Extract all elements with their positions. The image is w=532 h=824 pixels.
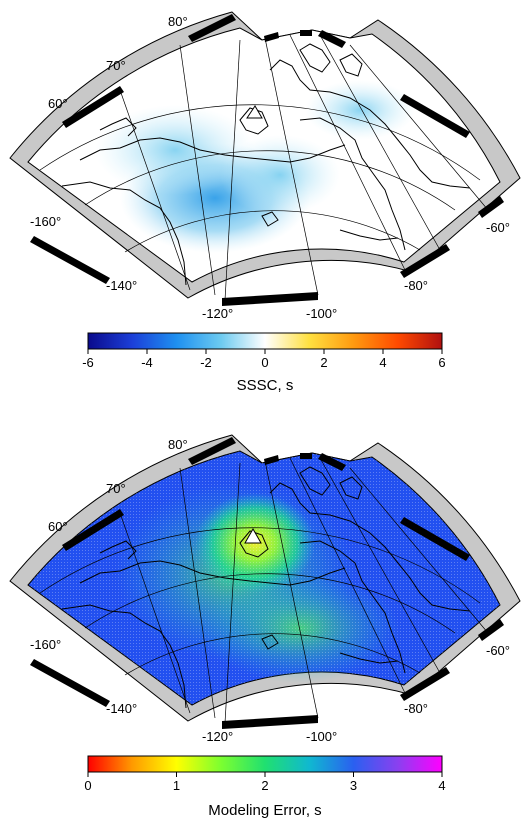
colorbar-tick-label: 0 <box>261 355 268 370</box>
colorbar-scale-top <box>87 332 443 350</box>
lon-label-120: -120° <box>202 306 233 321</box>
coastlines-top <box>61 43 471 286</box>
top-map-labels: 60° 70° 80° -160° -140° -120° -100° -80°… <box>30 14 510 321</box>
lon-label-60: -60° <box>486 643 510 658</box>
colorbar-tick-label: 3 <box>350 778 357 793</box>
colorbar-ticks-top: -6 -4 -2 0 2 4 6 <box>82 349 446 370</box>
bottom-map-labels: 60° 70° 80° -160° -140° -120° -100° -80°… <box>30 437 510 744</box>
lat-label-60: 60° <box>48 96 68 111</box>
colorbar-tick-label: -6 <box>82 355 94 370</box>
triangle-station-icon <box>246 105 263 119</box>
error-stipple <box>28 451 500 705</box>
colorbar-tick-label: 4 <box>379 355 386 370</box>
sssc-colorbar: -6 -4 -2 0 2 4 6 SSSC, s <box>82 332 446 394</box>
lon-label-80: -80° <box>404 701 428 716</box>
lon-label-100: -100° <box>306 729 337 744</box>
colorbar-tick-label: 1 <box>173 778 180 793</box>
frame-ticks-bottom <box>30 437 504 729</box>
lon-label-140: -140° <box>106 701 137 716</box>
colorbar-tick-label: 4 <box>438 778 445 793</box>
colorbar-tick-label: 6 <box>438 355 445 370</box>
lat-label-70: 70° <box>106 58 126 73</box>
lon-label-120: -120° <box>202 729 233 744</box>
colorbar-tick-label: 0 <box>84 778 91 793</box>
triangle-station-icon <box>244 527 262 544</box>
lon-label-60: -60° <box>486 220 510 235</box>
lon-label-160: -160° <box>30 214 61 229</box>
lon-label-160: -160° <box>30 637 61 652</box>
modeling-error-colorbar: 0 1 2 3 4 Modeling Error, s <box>84 755 446 819</box>
graticule-top <box>39 34 489 301</box>
colorbar-label-top: SSSC, s <box>237 377 294 394</box>
graticule-bottom <box>39 457 489 724</box>
colorbar-tick-label: 2 <box>261 778 268 793</box>
colorbar-tick-label: 2 <box>320 355 327 370</box>
sssc-map <box>9 11 521 306</box>
colorbar-scale-bottom <box>87 755 443 773</box>
frame-ticks-top <box>30 14 504 306</box>
modeling-error-map <box>9 434 521 729</box>
sssc-anomaly-east <box>305 80 415 140</box>
lat-label-80: 80° <box>168 14 188 29</box>
colorbar-ticks-bottom: 0 1 2 3 4 <box>84 772 446 793</box>
lon-label-80: -80° <box>404 278 428 293</box>
colorbar-tick-label: -2 <box>200 355 212 370</box>
colorbar-tick-label: -4 <box>141 355 153 370</box>
lat-label-60: 60° <box>48 519 68 534</box>
lon-label-140: -140° <box>106 278 137 293</box>
lat-label-80: 80° <box>168 437 188 452</box>
coastlines-bottom <box>61 466 471 709</box>
lat-label-70: 70° <box>106 481 126 496</box>
colorbar-label-bottom: Modeling Error, s <box>208 802 321 819</box>
lon-label-100: -100° <box>306 306 337 321</box>
sssc-anomaly-center <box>220 135 340 215</box>
